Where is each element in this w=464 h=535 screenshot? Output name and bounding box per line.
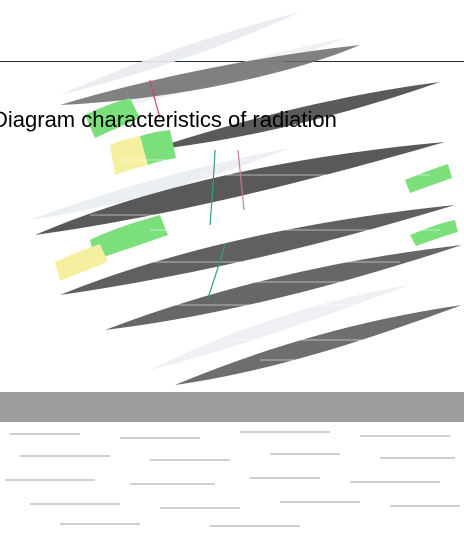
page-title: Diagram characteristics of radiation <box>0 106 337 134</box>
green-segment <box>410 220 458 246</box>
green-segment <box>405 164 452 193</box>
dark-lobe <box>60 45 360 105</box>
